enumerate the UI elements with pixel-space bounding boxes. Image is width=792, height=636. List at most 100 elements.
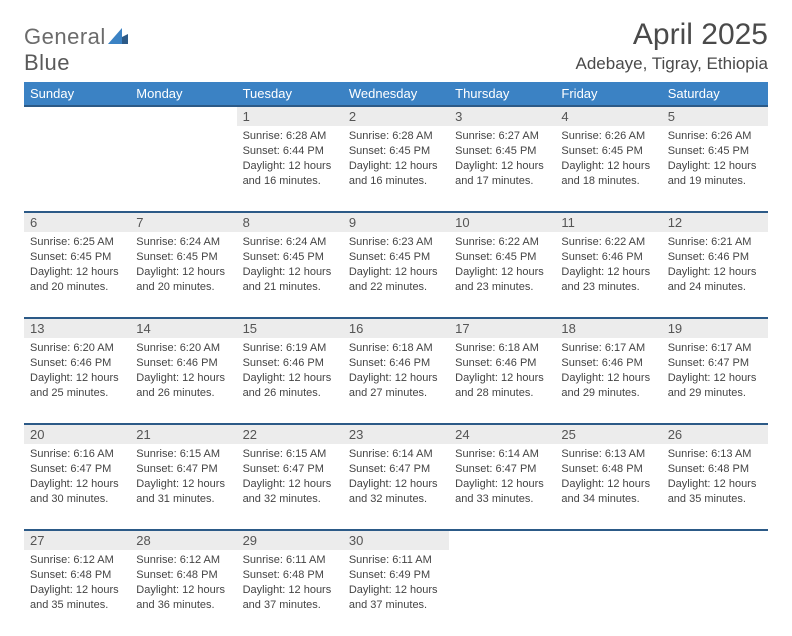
sunset-line: Sunset: 6:47 PM	[243, 462, 337, 477]
day-11-details: Sunrise: 6:22 AMSunset: 6:46 PMDaylight:…	[555, 232, 661, 318]
daylight-line: Daylight: 12 hours and 23 minutes.	[561, 265, 655, 295]
day-30-details: Sunrise: 6:11 AMSunset: 6:49 PMDaylight:…	[343, 550, 449, 636]
daynum-26: 26	[662, 424, 768, 444]
day-24-details: Sunrise: 6:14 AMSunset: 6:47 PMDaylight:…	[449, 444, 555, 530]
daynum-14: 14	[130, 318, 236, 338]
sunrise-line: Sunrise: 6:27 AM	[455, 129, 549, 144]
sunset-line: Sunset: 6:45 PM	[455, 250, 549, 265]
daylight-line: Daylight: 12 hours and 16 minutes.	[243, 159, 337, 189]
day-18-details: Sunrise: 6:17 AMSunset: 6:46 PMDaylight:…	[555, 338, 661, 424]
sunrise-line: Sunrise: 6:20 AM	[136, 341, 230, 356]
daylight-line: Daylight: 12 hours and 34 minutes.	[561, 477, 655, 507]
daylight-line: Daylight: 12 hours and 25 minutes.	[30, 371, 124, 401]
day-29-details: Sunrise: 6:11 AMSunset: 6:48 PMDaylight:…	[237, 550, 343, 636]
empty-cell	[555, 550, 661, 636]
sunset-line: Sunset: 6:49 PM	[349, 568, 443, 583]
daynum-17: 17	[449, 318, 555, 338]
daylight-line: Daylight: 12 hours and 37 minutes.	[349, 583, 443, 613]
sunrise-line: Sunrise: 6:22 AM	[455, 235, 549, 250]
dayname-monday: Monday	[130, 82, 236, 106]
day-8-details: Sunrise: 6:24 AMSunset: 6:45 PMDaylight:…	[237, 232, 343, 318]
day-12-details: Sunrise: 6:21 AMSunset: 6:46 PMDaylight:…	[662, 232, 768, 318]
empty-cell	[449, 550, 555, 636]
sunset-line: Sunset: 6:44 PM	[243, 144, 337, 159]
daylight-line: Daylight: 12 hours and 31 minutes.	[136, 477, 230, 507]
day-9-details: Sunrise: 6:23 AMSunset: 6:45 PMDaylight:…	[343, 232, 449, 318]
dayname-row: SundayMondayTuesdayWednesdayThursdayFrid…	[24, 82, 768, 106]
logo: GeneralBlue	[24, 18, 128, 76]
day-17-details: Sunrise: 6:18 AMSunset: 6:46 PMDaylight:…	[449, 338, 555, 424]
sunrise-line: Sunrise: 6:17 AM	[668, 341, 762, 356]
sunset-line: Sunset: 6:45 PM	[561, 144, 655, 159]
daylight-line: Daylight: 12 hours and 29 minutes.	[561, 371, 655, 401]
daylight-line: Daylight: 12 hours and 24 minutes.	[668, 265, 762, 295]
dayname-tuesday: Tuesday	[237, 82, 343, 106]
daylight-line: Daylight: 12 hours and 36 minutes.	[136, 583, 230, 613]
day-19-details: Sunrise: 6:17 AMSunset: 6:47 PMDaylight:…	[662, 338, 768, 424]
logo-word-1: General	[24, 24, 106, 49]
week-2-content: Sunrise: 6:20 AMSunset: 6:46 PMDaylight:…	[24, 338, 768, 424]
daylight-line: Daylight: 12 hours and 35 minutes.	[668, 477, 762, 507]
day-23-details: Sunrise: 6:14 AMSunset: 6:47 PMDaylight:…	[343, 444, 449, 530]
daylight-line: Daylight: 12 hours and 20 minutes.	[136, 265, 230, 295]
daynum-15: 15	[237, 318, 343, 338]
empty-daynum	[662, 530, 768, 550]
sunrise-line: Sunrise: 6:28 AM	[243, 129, 337, 144]
sunset-line: Sunset: 6:46 PM	[455, 356, 549, 371]
daynum-5: 5	[662, 106, 768, 126]
sunrise-line: Sunrise: 6:12 AM	[136, 553, 230, 568]
sunset-line: Sunset: 6:45 PM	[136, 250, 230, 265]
day-28-details: Sunrise: 6:12 AMSunset: 6:48 PMDaylight:…	[130, 550, 236, 636]
week-1-content: Sunrise: 6:25 AMSunset: 6:45 PMDaylight:…	[24, 232, 768, 318]
sunset-line: Sunset: 6:47 PM	[30, 462, 124, 477]
day-10-details: Sunrise: 6:22 AMSunset: 6:45 PMDaylight:…	[449, 232, 555, 318]
sunrise-line: Sunrise: 6:13 AM	[561, 447, 655, 462]
sunset-line: Sunset: 6:48 PM	[30, 568, 124, 583]
sunset-line: Sunset: 6:47 PM	[455, 462, 549, 477]
daynum-25: 25	[555, 424, 661, 444]
sunrise-line: Sunrise: 6:26 AM	[668, 129, 762, 144]
sunrise-line: Sunrise: 6:18 AM	[455, 341, 549, 356]
daylight-line: Daylight: 12 hours and 30 minutes.	[30, 477, 124, 507]
empty-daynum	[24, 106, 130, 126]
daynum-8: 8	[237, 212, 343, 232]
week-0-content: Sunrise: 6:28 AMSunset: 6:44 PMDaylight:…	[24, 126, 768, 212]
daylight-line: Daylight: 12 hours and 21 minutes.	[243, 265, 337, 295]
daynum-28: 28	[130, 530, 236, 550]
sunrise-line: Sunrise: 6:11 AM	[349, 553, 443, 568]
day-16-details: Sunrise: 6:18 AMSunset: 6:46 PMDaylight:…	[343, 338, 449, 424]
empty-daynum	[449, 530, 555, 550]
sunrise-line: Sunrise: 6:16 AM	[30, 447, 124, 462]
daylight-line: Daylight: 12 hours and 32 minutes.	[243, 477, 337, 507]
daylight-line: Daylight: 12 hours and 26 minutes.	[136, 371, 230, 401]
page-header: GeneralBlue April 2025 Adebaye, Tigray, …	[24, 18, 768, 76]
day-1-details: Sunrise: 6:28 AMSunset: 6:44 PMDaylight:…	[237, 126, 343, 212]
daylight-line: Daylight: 12 hours and 27 minutes.	[349, 371, 443, 401]
daynum-18: 18	[555, 318, 661, 338]
daynum-23: 23	[343, 424, 449, 444]
daylight-line: Daylight: 12 hours and 19 minutes.	[668, 159, 762, 189]
daylight-line: Daylight: 12 hours and 22 minutes.	[349, 265, 443, 295]
sunrise-line: Sunrise: 6:23 AM	[349, 235, 443, 250]
day-2-details: Sunrise: 6:28 AMSunset: 6:45 PMDaylight:…	[343, 126, 449, 212]
dayname-saturday: Saturday	[662, 82, 768, 106]
empty-cell	[662, 550, 768, 636]
sunset-line: Sunset: 6:46 PM	[30, 356, 124, 371]
day-5-details: Sunrise: 6:26 AMSunset: 6:45 PMDaylight:…	[662, 126, 768, 212]
dayname-thursday: Thursday	[449, 82, 555, 106]
sunrise-line: Sunrise: 6:26 AM	[561, 129, 655, 144]
sunrise-line: Sunrise: 6:12 AM	[30, 553, 124, 568]
daylight-line: Daylight: 12 hours and 26 minutes.	[243, 371, 337, 401]
daynum-2: 2	[343, 106, 449, 126]
day-22-details: Sunrise: 6:15 AMSunset: 6:47 PMDaylight:…	[237, 444, 343, 530]
calendar-grid: SundayMondayTuesdayWednesdayThursdayFrid…	[24, 82, 768, 636]
sunrise-line: Sunrise: 6:18 AM	[349, 341, 443, 356]
sunrise-line: Sunrise: 6:21 AM	[668, 235, 762, 250]
sunrise-line: Sunrise: 6:24 AM	[243, 235, 337, 250]
week-0-daynums: 12345	[24, 106, 768, 126]
sunrise-line: Sunrise: 6:24 AM	[136, 235, 230, 250]
sunset-line: Sunset: 6:48 PM	[561, 462, 655, 477]
sunset-line: Sunset: 6:47 PM	[668, 356, 762, 371]
daylight-line: Daylight: 12 hours and 17 minutes.	[455, 159, 549, 189]
sunrise-line: Sunrise: 6:15 AM	[136, 447, 230, 462]
